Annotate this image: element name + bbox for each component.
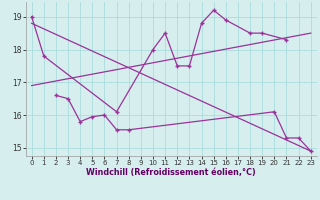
X-axis label: Windchill (Refroidissement éolien,°C): Windchill (Refroidissement éolien,°C) — [86, 168, 256, 177]
